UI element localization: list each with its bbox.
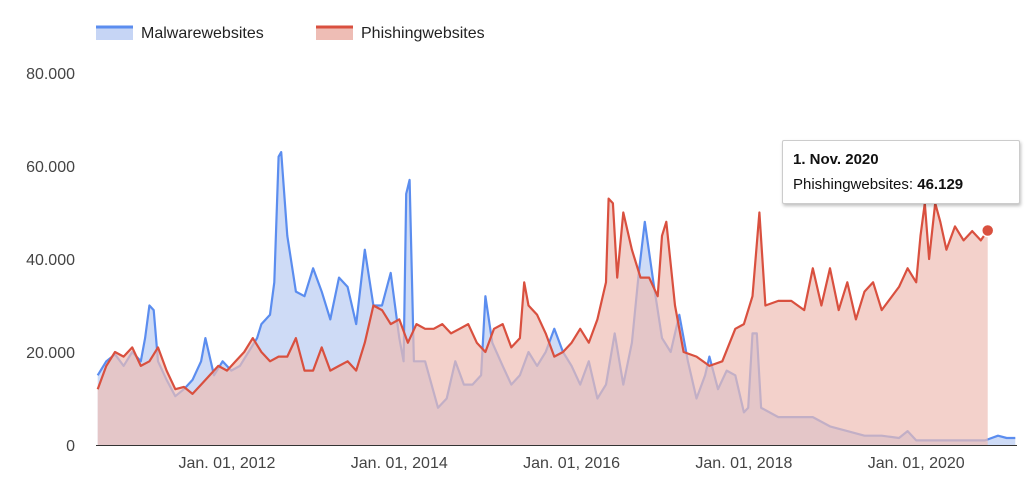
tooltip: 1. Nov. 2020 Phishingwebsites: 46.129 [782, 140, 1020, 204]
legend-swatch-phishing [316, 26, 353, 40]
series-area-phishing [97, 198, 988, 445]
x-tick-label: Jan. 01, 2018 [695, 455, 792, 472]
hover-point-marker[interactable] [980, 223, 995, 238]
tooltip-series-label: Phishingwebsites: [793, 176, 914, 193]
x-axis: Jan. 01, 2012 Jan. 01, 2014 Jan. 01, 2016 J… [96, 445, 1017, 472]
y-axis: 0 20.000 40.000 60.000 80.000 [26, 66, 75, 455]
marker-layer [980, 223, 995, 238]
tooltip-row: Phishingwebsites: 46.129 [793, 176, 1019, 193]
tooltip-value: 46.129 [917, 176, 964, 193]
tooltip-date: 1. Nov. 2020 [793, 151, 879, 168]
x-tick-label: Jan. 01, 2014 [351, 455, 448, 472]
plot-area [96, 151, 1016, 445]
legend-item-phishing[interactable]: Phishingwebsites [316, 25, 485, 42]
legend-label-malware: Malwarewebsites [141, 25, 264, 42]
legend: Malwarewebsites Phishingwebsites [96, 25, 485, 42]
x-tick-label: Jan. 01, 2016 [523, 455, 620, 472]
y-tick-label: 80.000 [26, 66, 75, 83]
y-tick-label: 20.000 [26, 345, 75, 362]
legend-item-malware[interactable]: Malwarewebsites [96, 25, 264, 42]
y-tick-label: 40.000 [26, 252, 75, 269]
x-tick-label: Jan. 01, 2020 [868, 455, 965, 472]
legend-swatch-malware [96, 26, 133, 40]
x-tick-label: Jan. 01, 2012 [178, 455, 275, 472]
y-tick-label: 0 [66, 438, 75, 455]
y-tick-label: 60.000 [26, 159, 75, 176]
series-line-phishing[interactable] [96, 197, 989, 395]
legend-label-phishing: Phishingwebsites [361, 25, 485, 42]
